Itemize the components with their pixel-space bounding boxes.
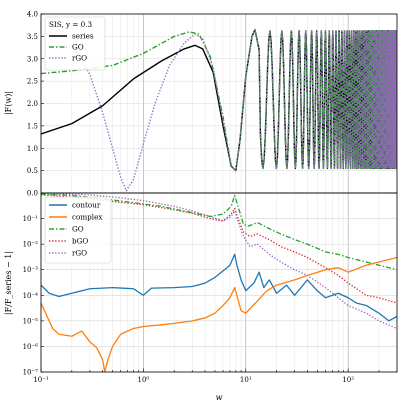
bottom-y-ticks: 10⁻⁷ 10⁻⁶ 10⁻⁵ 10⁻⁴ 10⁻³ 10⁻² 10⁻¹ [23,215,44,377]
bottom-legend-label-rgo: rGO [72,249,87,258]
top-panel: 0.0 0.5 1.0 1.5 2.0 2.5 3.0 3.5 4.0 |F(w)| SIS, … [4,11,398,198]
top-y-tick-label: 1.0 [27,145,38,153]
bottom-legend-box [44,196,112,264]
bottom-y-tick-label: 10⁻⁶ [23,343,39,351]
bottom-y-axis-label: |F/F_series − 1| [4,251,13,315]
bottom-legend-label-bgo: bGO [72,237,88,246]
top-y-tick-label: 3.5 [27,33,38,41]
bottom-frame [40,192,398,373]
top-y-ticks: 0.0 0.5 1.0 1.5 2.0 2.5 3.0 3.5 4.0 [27,11,44,198]
top-y-tick-label: 0.0 [27,190,38,198]
top-legend-label-series: series [72,32,94,41]
top-y-tick-label: 4.0 [27,11,38,19]
top-y-tick-label: 0.5 [27,167,38,175]
bottom-legend: contour complex GO bGO rGO [44,196,112,264]
bottom-series-line-complex [41,256,397,372]
top-y-tick-label: 2.5 [27,78,38,86]
bottom-y-tick-label: 10⁻⁴ [23,292,39,300]
top-legend-label-go: GO [72,43,84,52]
bottom-lines [41,193,397,372]
top-legend-title: SIS, y = 0.3 [49,20,93,29]
x-tick-label: 10² [342,376,354,384]
bottom-legend-label-complex: complex [72,213,102,222]
x-tick-label: 10⁻¹ [33,376,49,384]
top-legend-label-rgo: rGO [72,54,87,63]
bottom-series-line-go [41,193,397,271]
bottom-legend-label-contour: contour [72,201,101,210]
x-tick-label: 10⁰ [138,376,150,384]
bottom-y-tick-label: 10⁻² [23,241,39,249]
bottom-x-axis-label: w [216,393,223,402]
top-legend: SIS, y = 0.3 series GO rGO [44,16,106,71]
top-lines [41,28,397,192]
bottom-y-tick-label: 10⁻⁵ [23,317,39,325]
bottom-legend-label-go: GO [72,225,84,234]
top-legend-box [44,16,106,71]
bottom-series-line-contour [41,253,397,322]
top-series-line-rgo [71,28,397,192]
bottom-y-tick-label: 10⁻¹ [23,215,39,223]
bottom-y-tick-label: 10⁻⁷ [23,369,39,377]
bottom-x-ticks: 10⁻¹ 10⁰ 10¹ 10² [33,368,398,384]
bottom-series-line-bgo [41,194,397,304]
top-y-tick-label: 1.5 [27,122,38,130]
top-y-tick-label: 3.0 [27,55,38,63]
top-y-axis-label: |F(w)| [4,91,13,115]
bottom-y-tick-label: 10⁻³ [23,266,39,274]
bottom-series-line-rgo [41,193,397,330]
bottom-panel: 10⁻⁷10⁻⁶10⁻⁵10⁻⁴10⁻³10⁻²10⁻¹ 10⁻¹ 10⁰ 10¹ 1… [4,192,398,402]
top-y-tick-label: 2.0 [27,100,38,108]
x-tick-label: 10¹ [240,376,252,384]
